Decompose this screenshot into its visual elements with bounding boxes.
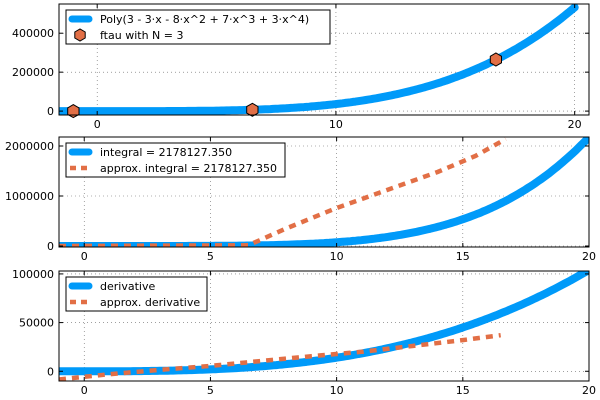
legend-label: ftau with N = 3 (100, 29, 183, 42)
chart-panel-2: 0 5 10 15 20 0 1000000 2000000 integral = 217812… (5, 136, 596, 263)
legend: Poly(3 - 3⋅x - 8⋅x^2 + 7⋅x^3 + 3⋅x^4) fta… (65, 9, 331, 45)
series-line-2 (59, 137, 507, 247)
legend-box (65, 9, 331, 45)
axes-frame (58, 270, 590, 382)
legend-label: approx. integral = 2178127.350 (100, 162, 277, 175)
chart-panel-3: 0 5 10 15 20 0 50000 100000 derivative approx. de… (12, 268, 596, 397)
x-tick-label: 10 (330, 384, 344, 397)
x-tick-label: 20 (568, 118, 582, 131)
legend: derivative approx. derivative (65, 276, 208, 312)
y-tick-label: 50000 (19, 317, 54, 330)
x-tick-label: 0 (94, 118, 101, 131)
series-line-1 (59, 271, 589, 376)
y-tick-label: 2000000 (5, 140, 54, 153)
data-marker-2 (246, 102, 259, 117)
x-tick-label: 5 (207, 250, 214, 263)
legend-label: integral = 2178127.350 (100, 146, 232, 159)
x-tick-label: 15 (456, 250, 470, 263)
data-marker-1 (67, 104, 80, 119)
x-tick-label: 10 (330, 250, 344, 263)
y-tick-label: 100000 (12, 268, 54, 281)
axes-frame (58, 3, 590, 116)
y-tick-label: 1000000 (5, 190, 54, 203)
y-tick-label: 200000 (12, 66, 54, 79)
chart-panel-1: 0 10 20 0 200000 400000 Poly(3 - 3⋅x - 8⋅x^2 +… (12, 3, 590, 131)
series-line-1 (59, 137, 589, 247)
y-tick-label: 400000 (12, 27, 54, 40)
legend-label: derivative (100, 280, 155, 293)
x-tick-label: 20 (582, 250, 596, 263)
y-tick-label: 0 (47, 365, 54, 378)
legend: integral = 2178127.350 approx. integral =… (65, 142, 286, 178)
y-tick-label: 0 (47, 240, 54, 253)
y-tick-label: 0 (47, 105, 54, 118)
series-line-2 (59, 332, 501, 381)
data-marker-3 (489, 52, 502, 67)
x-tick-label: 15 (456, 384, 470, 397)
x-tick-label: 20 (582, 384, 596, 397)
legend-marker (74, 28, 86, 42)
series-line-1 (59, 4, 579, 115)
axes-frame (58, 136, 590, 248)
x-tick-label: 0 (81, 250, 88, 263)
x-tick-label: 5 (207, 384, 214, 397)
x-tick-label: 10 (329, 118, 343, 131)
legend-label: Poly(3 - 3⋅x - 8⋅x^2 + 7⋅x^3 + 3⋅x^4) (100, 13, 309, 26)
x-tick-label: 0 (81, 384, 88, 397)
legend-label: approx. derivative (100, 296, 200, 309)
legend-box (65, 142, 286, 178)
